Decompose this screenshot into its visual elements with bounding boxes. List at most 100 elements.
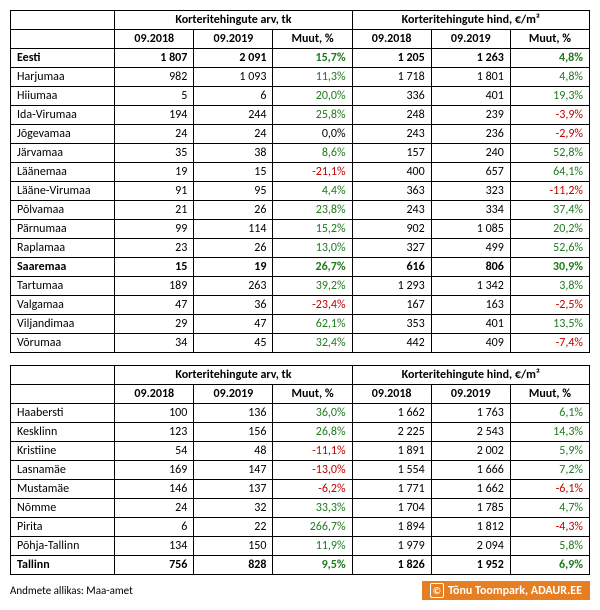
cell: 401	[431, 315, 510, 334]
row-label: Võrumaa	[11, 334, 115, 353]
cell: 400	[352, 163, 431, 182]
row-label: Mustamäe	[11, 480, 115, 499]
cell: 401	[431, 87, 510, 106]
cell: 114	[194, 220, 273, 239]
cell: 194	[115, 106, 194, 125]
cell: 327	[352, 239, 431, 258]
table-row: Hiiumaa5620,0%33640119,3%	[11, 87, 590, 106]
cell: 1 894	[352, 518, 431, 537]
cell: 336	[352, 87, 431, 106]
cell: 1 807	[115, 49, 194, 68]
cell: 334	[431, 201, 510, 220]
cell: 263	[194, 277, 273, 296]
cell: 1 704	[352, 499, 431, 518]
cell: -6,2%	[273, 480, 352, 499]
cell: 409	[431, 334, 510, 353]
table-row: Haabersti10013636,0%1 6621 7636,1%	[11, 404, 590, 423]
cell: 1 771	[352, 480, 431, 499]
cell: 8,6%	[273, 144, 352, 163]
cell: 1 662	[431, 480, 510, 499]
cell: 13,0%	[273, 239, 352, 258]
cell: 33,3%	[273, 499, 352, 518]
table-row: Järvamaa35388,6%15724052,8%	[11, 144, 590, 163]
cell: 353	[352, 315, 431, 334]
cell: 1 293	[352, 277, 431, 296]
row-label: Hiiumaa	[11, 87, 115, 106]
cell: -23,4%	[273, 296, 352, 315]
table-row: Viljandimaa294762,1%35340113,5%	[11, 315, 590, 334]
table-row: Kristiine5448-11,1%1 8912 0025,9%	[11, 442, 590, 461]
cell: 806	[431, 258, 510, 277]
row-label: Harjumaa	[11, 68, 115, 87]
row-label: Haabersti	[11, 404, 115, 423]
cell: 1 085	[431, 220, 510, 239]
cell: 32	[194, 499, 273, 518]
cell: 1 263	[431, 49, 510, 68]
table-row: Eesti1 8072 09115,7%1 2051 2634,8%	[11, 49, 590, 68]
cell: 1 785	[431, 499, 510, 518]
cell: 35	[115, 144, 194, 163]
cell: 136	[194, 404, 273, 423]
cell: 54	[115, 442, 194, 461]
cell: 657	[431, 163, 510, 182]
cell: 47	[115, 296, 194, 315]
cell: 26,8%	[273, 423, 352, 442]
row-label: Ida-Virumaa	[11, 106, 115, 125]
cell: 91	[115, 182, 194, 201]
cell: 828	[194, 556, 273, 575]
col-header: 09.2019	[431, 30, 510, 49]
cell: 11,3%	[273, 68, 352, 87]
cell: 29	[115, 315, 194, 334]
cell: -4,3%	[510, 518, 589, 537]
cell: 34	[115, 334, 194, 353]
col-header: Muut, %	[510, 385, 589, 404]
cell: 38	[194, 144, 273, 163]
row-label: Eesti	[11, 49, 115, 68]
table-row: Raplamaa232613,0%32749952,6%	[11, 239, 590, 258]
cell: 24	[115, 125, 194, 144]
cell: 19	[115, 163, 194, 182]
row-label: Viljandimaa	[11, 315, 115, 334]
cell: 169	[115, 461, 194, 480]
cell: 1 666	[431, 461, 510, 480]
row-label: Põhja-Tallinn	[11, 537, 115, 556]
cell: 4,7%	[510, 499, 589, 518]
cell: 2 225	[352, 423, 431, 442]
table-row: Lasnamäe169147-13,0%1 5541 6667,2%	[11, 461, 590, 480]
table-row: Ida-Virumaa19424425,8%248239-3,9%	[11, 106, 590, 125]
cell: 5	[115, 87, 194, 106]
cell: -21,1%	[273, 163, 352, 182]
attribution-badge: © Tõnu Toompark, ADAUR.EE	[422, 581, 590, 600]
cell: 616	[352, 258, 431, 277]
cell: 26,7%	[273, 258, 352, 277]
cell: 189	[115, 277, 194, 296]
cell: 62,1%	[273, 315, 352, 334]
cell: 982	[115, 68, 194, 87]
cell: 1 812	[431, 518, 510, 537]
cell: 6	[194, 87, 273, 106]
cell: 123	[115, 423, 194, 442]
row-label: Nõmme	[11, 499, 115, 518]
blank-subheader	[11, 385, 115, 404]
cell: 1 342	[431, 277, 510, 296]
cell: 26	[194, 201, 273, 220]
cell: -7,4%	[510, 334, 589, 353]
cell: 3,8%	[510, 277, 589, 296]
row-label: Tartumaa	[11, 277, 115, 296]
table-row: Jõgevamaa24240,0%243236-2,9%	[11, 125, 590, 144]
cell: 15,7%	[273, 49, 352, 68]
cell: 13,5%	[510, 315, 589, 334]
cell: 150	[194, 537, 273, 556]
blank-header	[11, 11, 115, 30]
row-label: Kesklinn	[11, 423, 115, 442]
cell: 36,0%	[273, 404, 352, 423]
table-row: Lääne-Virumaa91954,4%363323-11,2%	[11, 182, 590, 201]
cell: 240	[431, 144, 510, 163]
cell: -6,1%	[510, 480, 589, 499]
row-label: Tallinn	[11, 556, 115, 575]
cell: 323	[431, 182, 510, 201]
table-row: Tartumaa18926339,2%1 2931 3423,8%	[11, 277, 590, 296]
cell: 23	[115, 239, 194, 258]
cell: 1 763	[431, 404, 510, 423]
cell: 20,2%	[510, 220, 589, 239]
